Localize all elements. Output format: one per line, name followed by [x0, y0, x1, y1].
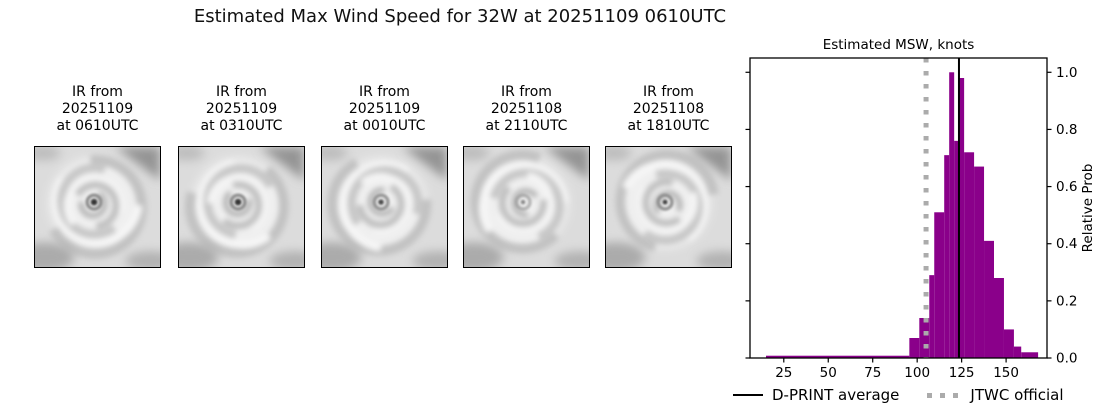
ir-caption-line1: IR from	[216, 84, 267, 100]
ir-caption-line3: at 2110UTC	[485, 118, 568, 134]
ir-satellite-image	[321, 146, 448, 268]
ir-caption-line2: 20251108	[490, 101, 563, 117]
y-tick-label: 1.0	[1056, 65, 1077, 81]
ir-caption: IR from 20251109 at 0310UTC	[178, 84, 305, 135]
ir-panel: IR from 20251109 at 0610UTC	[34, 84, 161, 268]
legend-item-dprint: D-PRINT average	[733, 386, 899, 404]
histogram-bar	[959, 78, 965, 358]
figure-title: Estimated Max Wind Speed for 32W at 2025…	[193, 6, 727, 27]
ir-caption: IR from 20251108 at 2110UTC	[463, 84, 590, 135]
cyclone-graphic	[464, 147, 589, 267]
x-tick-label: 25	[775, 365, 792, 381]
histogram-bar	[919, 318, 930, 358]
ir-caption-line2: 20251109	[348, 101, 421, 117]
histogram-bar	[909, 338, 920, 358]
ir-panel: IR from 20251108 at 1810UTC	[605, 84, 732, 268]
solid-line-swatch	[733, 394, 763, 396]
ir-caption-line1: IR from	[359, 84, 410, 100]
ir-caption-line2: 20251109	[61, 101, 134, 117]
ir-caption-line3: at 0610UTC	[56, 118, 139, 134]
ir-satellite-image	[463, 146, 590, 268]
legend-item-jtwc: JTWC official	[927, 386, 1064, 404]
x-tick-label: 100	[904, 365, 930, 381]
plot-box	[749, 57, 1048, 359]
y-tick-label: 0.8	[1056, 122, 1077, 138]
ir-satellite-image	[178, 146, 305, 268]
histogram-bar	[1021, 352, 1039, 358]
ir-caption: IR from 20251108 at 1810UTC	[605, 84, 732, 135]
y-tick-label: 0.2	[1056, 293, 1077, 309]
histogram-bar	[929, 275, 935, 358]
ir-caption-line2: 20251109	[205, 101, 278, 117]
ir-caption-line3: at 0010UTC	[343, 118, 426, 134]
ir-panel: IR from 20251109 at 0010UTC	[321, 84, 448, 268]
legend-label-dprint: D-PRINT average	[772, 386, 900, 404]
histogram-bar	[984, 240, 995, 358]
ir-panel: IR from 20251109 at 0310UTC	[178, 84, 305, 268]
histogram-bar	[934, 212, 945, 358]
ir-satellite-image	[605, 146, 732, 268]
cyclone-graphic	[35, 147, 160, 267]
x-tick-label: 150	[993, 365, 1019, 381]
histogram-bar	[944, 155, 950, 358]
ir-panel: IR from 20251108 at 2110UTC	[463, 84, 590, 268]
cyclone-graphic	[179, 147, 304, 267]
y-axis-label: Relative Prob	[1080, 164, 1096, 253]
ir-caption-line3: at 1810UTC	[627, 118, 710, 134]
ir-caption-line2: 20251108	[632, 101, 705, 117]
histogram-bar	[994, 278, 1004, 358]
dotted-line-swatch	[927, 392, 962, 398]
histogram-bar	[949, 72, 955, 359]
histogram-bar	[1003, 329, 1014, 358]
cyclone-graphic	[322, 147, 447, 267]
histogram-bar	[964, 152, 975, 358]
y-tick-label: 0.6	[1056, 179, 1077, 195]
y-tick-label: 0.4	[1056, 236, 1077, 252]
y-tick-label: 0.0	[1056, 351, 1077, 367]
ir-caption: IR from 20251109 at 0610UTC	[34, 84, 161, 135]
chart-legend: D-PRINT average JTWC official	[733, 386, 1064, 404]
cyclone-graphic	[606, 147, 731, 267]
x-tick-label: 50	[820, 365, 837, 381]
ir-caption-line3: at 0310UTC	[200, 118, 283, 134]
ir-caption-line1: IR from	[72, 84, 123, 100]
histogram-bar	[954, 140, 960, 358]
chart-title: Estimated MSW, knots	[823, 37, 975, 53]
x-tick-label: 125	[949, 365, 975, 381]
histogram-bar	[1013, 346, 1022, 358]
ir-caption-line1: IR from	[643, 84, 694, 100]
histogram-bar	[766, 355, 910, 358]
ir-caption: IR from 20251109 at 0010UTC	[321, 84, 448, 135]
histogram-bar	[974, 166, 985, 358]
ir-satellite-image	[34, 146, 161, 268]
legend-label-jtwc: JTWC official	[970, 386, 1064, 404]
msw-histogram-chart: 25 50 75 100 125 150 0.0 0.2 0.4 0.6 0.8 1.0 Estimat…	[745, 37, 1096, 381]
ir-caption-line1: IR from	[501, 84, 552, 100]
x-tick-label: 75	[864, 365, 881, 381]
